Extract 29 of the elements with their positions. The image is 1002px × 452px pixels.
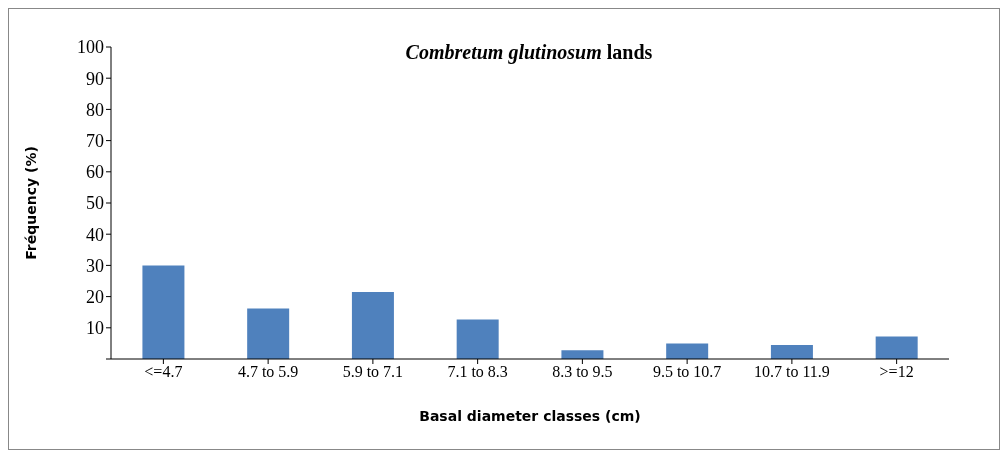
x-tick-label: 10.7 to 11.9 [753, 363, 830, 381]
x-tick-label: <=4.7 [144, 363, 183, 381]
y-tick-label: 60 [86, 162, 104, 183]
x-tick-label: 9.5 to 10.7 [652, 363, 722, 381]
x-tick-label: 8.3 to 9.5 [552, 363, 613, 381]
y-tick-label: 70 [86, 130, 104, 151]
x-tick-label: 7.1 to 8.3 [447, 363, 508, 381]
y-tick-label: 30 [86, 255, 104, 276]
bar [456, 319, 499, 359]
bar [351, 291, 394, 359]
x-axis-title: Basal diameter classes (cm) [419, 408, 641, 424]
bar [247, 308, 290, 359]
y-axis-title: Fréquency (%) [22, 146, 39, 260]
y-tick-label: 80 [86, 99, 104, 120]
x-tick-label: 5.9 to 7.1 [342, 363, 404, 381]
x-tick-label: 4.7 to 5.9 [237, 363, 299, 381]
y-tick-label: 20 [86, 286, 104, 307]
chart-title: Combretum glutinosum lands [404, 41, 654, 64]
y-tick-label: 90 [86, 68, 104, 89]
x-tick-label: >=12 [879, 363, 914, 381]
y-tick-label: 100 [77, 37, 104, 58]
y-tick-label: 50 [86, 193, 104, 214]
bar [142, 265, 185, 359]
bar [666, 343, 709, 359]
bar [561, 350, 604, 359]
bar [875, 336, 918, 359]
y-tick-label: 40 [86, 224, 104, 245]
y-tick-label: 10 [86, 318, 104, 339]
bar [770, 344, 813, 359]
